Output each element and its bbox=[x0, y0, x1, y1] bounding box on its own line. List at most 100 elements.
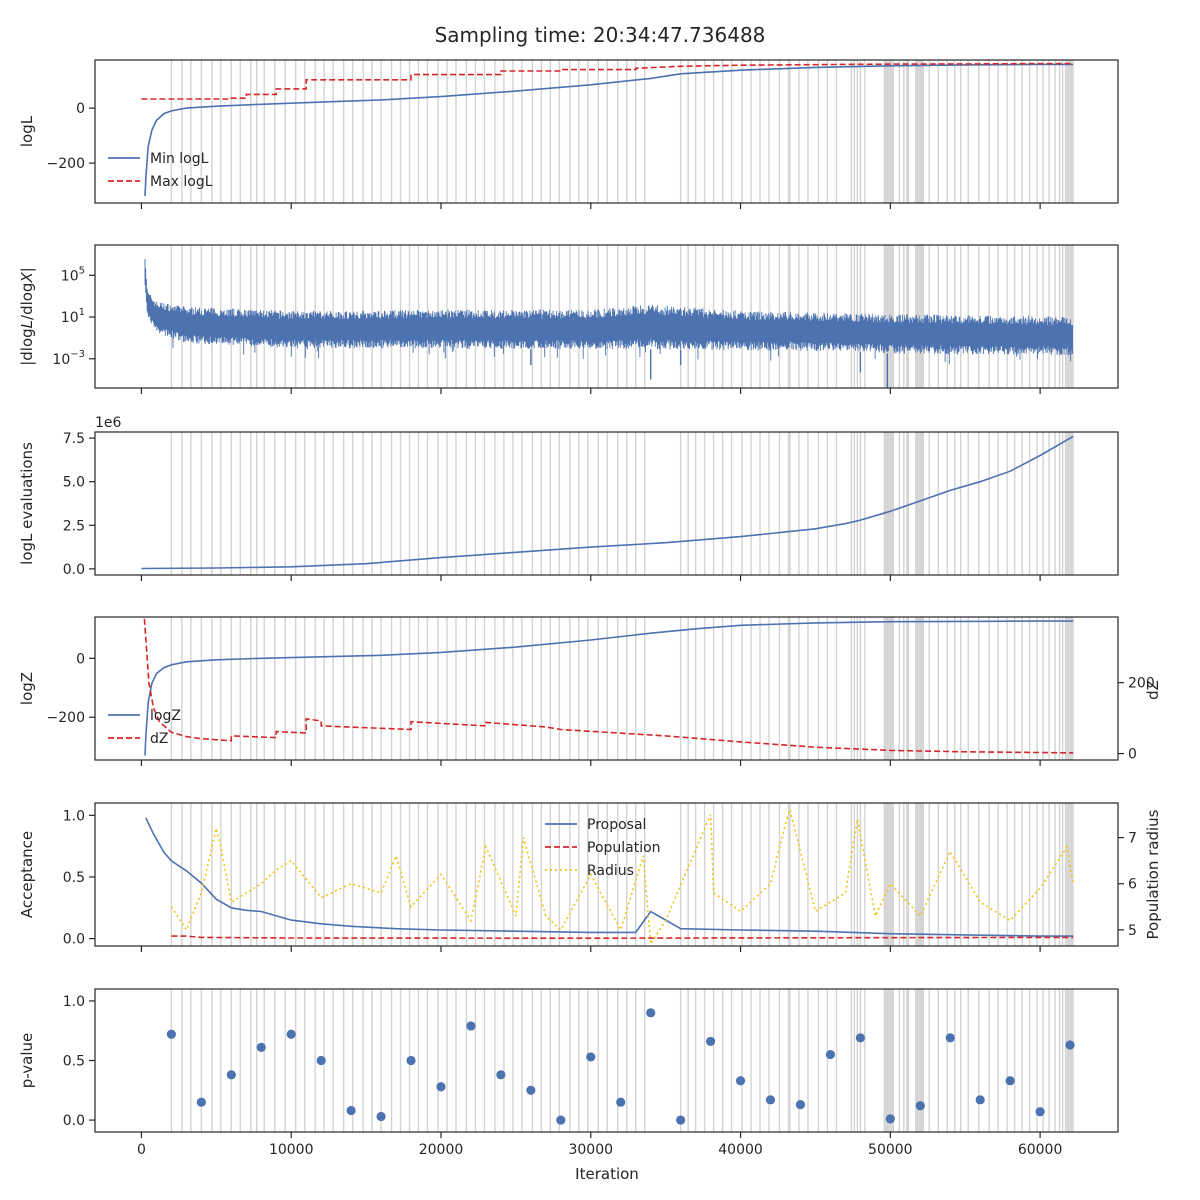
series-max-logl bbox=[141, 62, 1074, 100]
y-tick-label: 1.0 bbox=[63, 808, 85, 824]
y-tick-label: 0.5 bbox=[63, 1054, 85, 1070]
pvalue-point bbox=[406, 1055, 416, 1066]
panel-6: 0 10000 20000 30000 40000 50000 60000 0.0 0.5 1.0… bbox=[18, 988, 1119, 1158]
series-min-logl bbox=[144, 63, 1074, 197]
y-tick-label: 0 bbox=[76, 101, 85, 117]
plot-area-3 bbox=[141, 432, 1074, 575]
series-line bbox=[141, 435, 1074, 570]
y-tick-label: 0.0 bbox=[63, 932, 85, 948]
plot-area-4 bbox=[143, 617, 1074, 760]
y-axis-label: logL evaluations bbox=[18, 442, 36, 565]
pvalue-point bbox=[855, 1033, 865, 1043]
pvalue-point bbox=[945, 1033, 955, 1043]
y-axis-label: |dlogL/dlogX| bbox=[18, 267, 36, 366]
axes-frame bbox=[94, 616, 1119, 761]
pvalue-point bbox=[556, 1115, 566, 1125]
y-tick-label: −200 bbox=[47, 710, 85, 726]
plot-area-5 bbox=[145, 803, 1074, 946]
pvalue-point bbox=[196, 1097, 206, 1107]
y2-tick-label: 5 bbox=[1128, 923, 1137, 939]
y2-tick-label: 200 bbox=[1128, 676, 1155, 692]
pvalue-point bbox=[765, 1095, 776, 1105]
x-tick-label: 30000 bbox=[568, 1142, 613, 1158]
x-tick-label: 50000 bbox=[868, 1142, 913, 1158]
x-tick-label: 20000 bbox=[419, 1142, 464, 1158]
axes-frame bbox=[94, 802, 1119, 947]
panel-3: 0.0 2.5 5.0 7.5 logL evaluations 1e6 bbox=[18, 415, 1119, 581]
pvalue-point bbox=[975, 1095, 985, 1105]
legend-label: logZ bbox=[150, 708, 181, 724]
y-tick-label: 10−3 bbox=[52, 349, 85, 368]
y-tick-label: 1.0 bbox=[63, 994, 85, 1010]
legend-label: Proposal bbox=[587, 817, 646, 833]
y-tick-label: 0 bbox=[76, 651, 85, 667]
pvalue-point bbox=[436, 1082, 446, 1092]
pvalue-point bbox=[1005, 1076, 1015, 1086]
y-tick-label: 105 bbox=[61, 265, 85, 284]
y2-tick-label: 0 bbox=[1128, 747, 1137, 763]
x-tick-label: 40000 bbox=[718, 1142, 763, 1158]
legend-label: dZ bbox=[150, 731, 168, 747]
panel-2: 105 101 10−3 |dlogL/dlogX| bbox=[18, 244, 1119, 394]
gradient-series bbox=[144, 259, 1073, 365]
pvalue-point bbox=[376, 1111, 386, 1122]
pvalue-point bbox=[286, 1029, 296, 1039]
y-tick-label: 2.5 bbox=[63, 518, 85, 534]
pvalue-point bbox=[676, 1115, 686, 1125]
y-axis-label: logL bbox=[18, 115, 36, 147]
series-population bbox=[171, 935, 1074, 940]
pvalue-point bbox=[526, 1085, 536, 1095]
y2-tick-label: 7 bbox=[1128, 831, 1137, 847]
y2-tick-label: 6 bbox=[1128, 877, 1137, 893]
series-dz bbox=[143, 618, 1074, 754]
pvalue-point bbox=[256, 1042, 266, 1052]
axes-frame bbox=[94, 431, 1119, 576]
panel-4: 0 −200 0 200 logZ dZ logZ dZ bbox=[18, 616, 1162, 766]
y2-axis-label: dZ bbox=[1144, 680, 1162, 700]
pvalue-point bbox=[466, 1021, 476, 1031]
y-offset-text: 1e6 bbox=[95, 415, 122, 431]
legend-label: Population bbox=[587, 840, 661, 856]
pvalue-point bbox=[226, 1070, 236, 1080]
pvalue-point bbox=[795, 1099, 806, 1110]
y-tick-label: 7.5 bbox=[63, 431, 85, 447]
pvalue-point bbox=[346, 1105, 356, 1116]
y-tick-label: 101 bbox=[61, 307, 85, 326]
pvalue-point bbox=[1035, 1107, 1045, 1117]
pvalue-point bbox=[316, 1055, 326, 1066]
plot-area-6 bbox=[166, 989, 1075, 1132]
pvalue-point bbox=[1065, 1040, 1075, 1050]
pvalue-point bbox=[496, 1070, 506, 1080]
y-tick-label: 0.0 bbox=[63, 1113, 85, 1129]
pvalue-point bbox=[705, 1036, 716, 1047]
y-axis-label: Acceptance bbox=[18, 831, 36, 918]
x-axis-label: Iteration bbox=[575, 1165, 639, 1183]
series-proposal bbox=[145, 817, 1074, 937]
pvalue-point bbox=[915, 1101, 925, 1111]
panel-5: 0.0 0.5 1.0 5 6 7 Acceptance Population radius P… bbox=[18, 802, 1162, 952]
x-tick-label: 10000 bbox=[269, 1142, 314, 1158]
axes-frame bbox=[94, 59, 1119, 204]
pvalue-point bbox=[825, 1049, 836, 1060]
x-tick-label: 0 bbox=[137, 1142, 146, 1158]
panel-1: 0 −200 logL Min logL Max logL bbox=[18, 59, 1119, 209]
series-radius bbox=[170, 806, 1074, 946]
y2-axis-label: Population radius bbox=[1144, 809, 1162, 939]
plot-area-2 bbox=[144, 245, 1074, 388]
y-tick-label: 5.0 bbox=[63, 475, 85, 491]
axes-frame bbox=[94, 988, 1119, 1133]
pvalue-point bbox=[646, 1008, 656, 1018]
figure-title: Sampling time: 20:34:47.736488 bbox=[435, 23, 766, 47]
plot-area-1 bbox=[141, 60, 1074, 203]
pvalue-point bbox=[586, 1052, 596, 1062]
pvalue-point bbox=[885, 1114, 895, 1124]
legend-label: Max logL bbox=[150, 174, 213, 190]
y-tick-label: −200 bbox=[47, 156, 85, 172]
y-tick-label: 0.0 bbox=[63, 562, 85, 578]
y-axis-label: logZ bbox=[18, 672, 36, 705]
y-tick-label: 0.5 bbox=[63, 870, 85, 886]
legend-label: Radius bbox=[587, 863, 634, 879]
x-tick-label: 60000 bbox=[1018, 1142, 1063, 1158]
legend-label: Min logL bbox=[150, 151, 209, 167]
